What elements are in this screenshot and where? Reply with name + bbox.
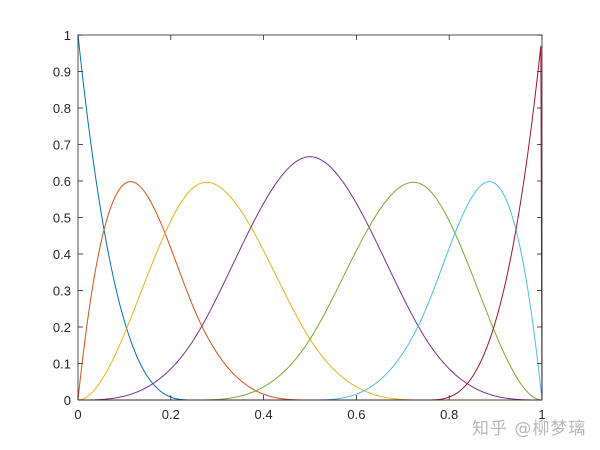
- x-tick-label: 1: [538, 407, 545, 422]
- y-tick-label: 0.8: [53, 101, 71, 116]
- x-tick-label: 0: [74, 407, 81, 422]
- axes: 0 0.2 0.4 0.6 0.8 1 0 0.1 0.2 0.3 0.4 0.5 0.6 0.7 0.8 0…: [53, 28, 546, 422]
- basis-curve-0: [77, 34, 542, 401]
- x-tick-label: 0.2: [162, 407, 180, 422]
- basis-curve-2: [77, 181, 542, 401]
- y-tick-label: 0: [64, 393, 71, 408]
- y-tick-label: 0.4: [53, 247, 71, 262]
- y-tick-label: 0.3: [53, 284, 71, 299]
- series-group: [77, 34, 543, 401]
- y-tick-label: 1: [64, 28, 71, 43]
- basis-curve-4: [78, 181, 543, 401]
- y-tick-label: 0.9: [53, 65, 71, 80]
- basis-curve-6: [78, 45, 543, 401]
- y-tick-label: 0.7: [53, 138, 71, 153]
- x-tick-label: 0.4: [255, 407, 273, 422]
- x-tick-label: 0.6: [347, 407, 365, 422]
- y-tick-label: 0.2: [53, 320, 71, 335]
- basis-curve-5: [78, 181, 543, 401]
- watermark: 知乎 @柳梦璃: [472, 419, 587, 439]
- axes-box: [77, 34, 543, 401]
- basis-curve-3: [78, 156, 542, 401]
- y-tick-label: 0.1: [53, 357, 71, 372]
- y-tick-label: 0.6: [53, 174, 71, 189]
- basis-curve-1: [77, 181, 542, 401]
- x-tick-label: 0.8: [440, 407, 458, 422]
- y-tick-label: 0.5: [53, 211, 71, 226]
